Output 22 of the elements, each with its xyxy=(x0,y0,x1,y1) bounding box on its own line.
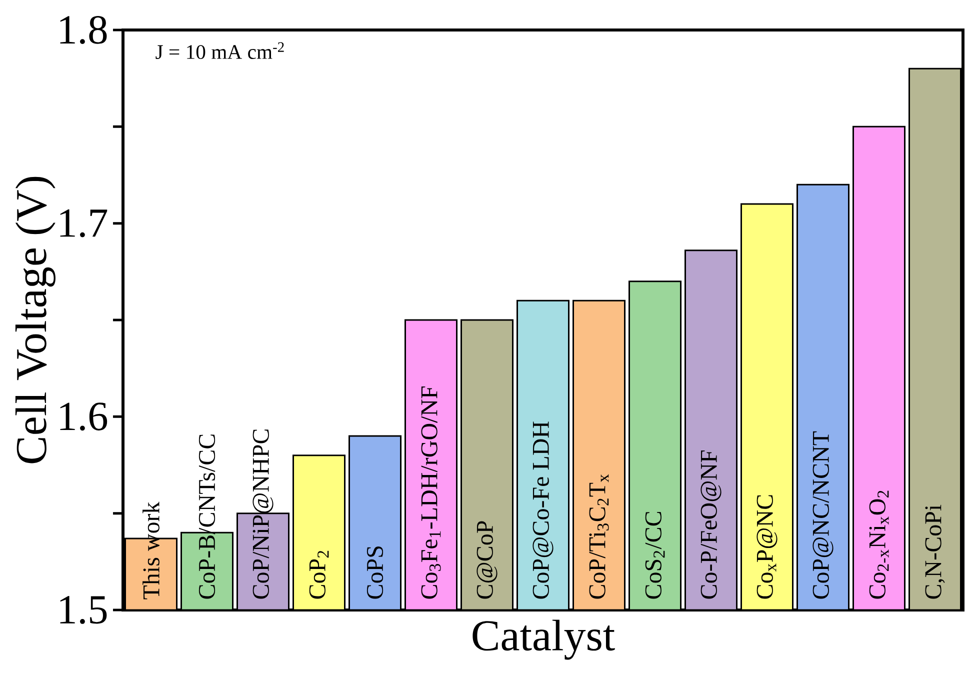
x-tick-label: CoP$_{2}$ xyxy=(309,550,329,599)
x-tick-label: Co$_{x}$P@NC xyxy=(756,495,778,599)
x-tick-label: Co-P/FeO@NF xyxy=(700,450,722,599)
y-axis-title: Cell Voltage (V) xyxy=(15,176,56,464)
y-tick-label: 1.5 xyxy=(60,596,107,624)
x-tick-label: CoP@NC/NCNT xyxy=(812,431,834,599)
x-tick-label: Co$_{3}$Fe$_{1}$-LDH/rGO/NF xyxy=(421,386,441,599)
y-tick-label: 1.7 xyxy=(60,209,108,238)
x-axis-title: Catalyst xyxy=(472,620,615,660)
x-tick-label: CoP/NiP@NHPC xyxy=(252,430,274,599)
x-tick-label: C@CoP xyxy=(476,521,498,599)
y-tick-label: 1.6 xyxy=(60,402,108,431)
y-tick-label: 1.8 xyxy=(60,16,107,44)
x-tick-label: This work xyxy=(142,502,160,600)
x-tick-label: CoP/Ti$_{3}$C$_{2}$T$_{x}$ xyxy=(589,474,609,599)
x-tick-label: CoPS xyxy=(366,546,384,599)
annotation: J = 10 mA cm$^{-2}$ xyxy=(156,42,284,60)
x-tick-label: CoP-B/CNTs/CC xyxy=(198,434,216,599)
x-tick-label: C,N-CoPi xyxy=(925,504,945,599)
x-tick-label: Co$_{2-x}$Ni$_{x}$O$_{2}$ xyxy=(869,490,889,599)
x-tick-label: CoS$_{2}$/CC xyxy=(645,512,665,599)
x-tick-label: CoP@Co-Fe LDH xyxy=(532,422,554,599)
